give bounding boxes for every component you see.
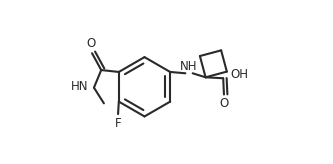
Text: F: F xyxy=(115,117,121,130)
Text: OH: OH xyxy=(230,68,248,81)
Text: HN: HN xyxy=(71,80,89,93)
Text: NH: NH xyxy=(180,60,197,73)
Text: O: O xyxy=(87,37,96,50)
Text: O: O xyxy=(220,97,229,110)
